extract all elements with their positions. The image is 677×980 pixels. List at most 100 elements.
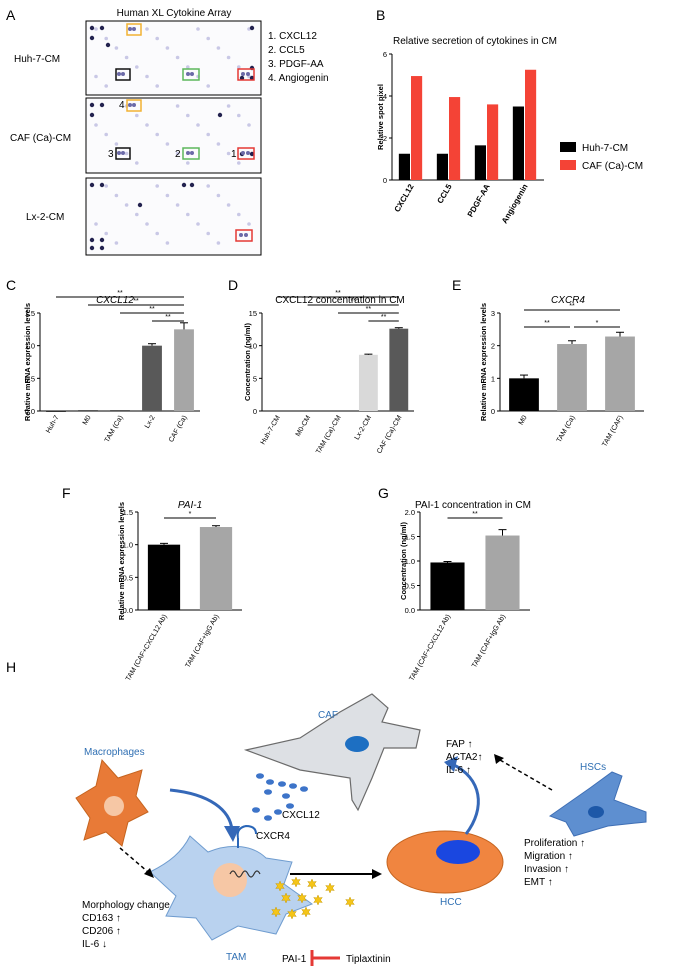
y-tick-label: 15 [249,309,257,318]
box-pdgf-caf [115,147,131,160]
category-label: Angiogenin [500,182,530,225]
y-axis-label: Relative mRNA expression levels [117,502,126,620]
chart-title: PAI-1 [178,500,202,511]
highlight-spot [186,151,190,155]
y-tick-label: 10 [249,342,257,351]
hcc-effect-3: Invasion ↑ [524,864,569,875]
array-spot-faint [226,55,231,60]
category-label: TAM (CAF+IgG Ab) [184,614,220,670]
array-spot-faint [155,84,159,88]
array-spot [249,75,255,81]
highlight-spot [132,103,136,107]
y-tick-label: 0.5 [405,582,415,591]
category-label: CXCL12 [393,182,416,214]
array-spot [99,102,105,108]
marker-2: 2 [175,149,181,160]
y-tick-label: 0 [253,407,257,416]
highlight-spot [117,72,121,76]
significance-label: ** [366,306,372,313]
row-label-caf: CAF (Ca)-CM [10,133,71,144]
tam-change-4: IL-6 ↓ [82,939,107,950]
pai1-molecules [271,876,355,920]
array-spot [181,182,187,188]
category-label: TAM (CAF+CXCL12 Ab) [408,614,452,683]
array-spot-faint [94,27,98,31]
y-tick-label: 1.5 [405,533,415,542]
bar [509,378,539,411]
bar [525,69,537,180]
significance-label: ** [350,298,356,305]
pai1-star [275,880,285,892]
category-label: Huh-7-CM [260,414,282,446]
y-axis-label: Relative mRNA expression levels [479,303,488,421]
blot-lx2 [85,177,262,256]
array-spot-faint [196,27,200,31]
array-spot-faint [114,46,119,50]
highlight-spot [128,27,132,31]
highlight-spot [190,151,194,155]
y-tick-label: 0.0 [123,606,133,615]
chart-b: Relative secretion of cytokines in CM 0 2 4… [376,36,643,225]
box-cxcl12-lx2 [235,229,253,242]
legend-swatch [560,142,576,152]
array-spot [249,151,255,157]
array-spot-faint [124,203,129,207]
pai1-star [281,892,291,904]
category-label: CAF (Ca)-CM [376,414,404,455]
array-spot [89,245,95,251]
array-spot-faint [135,113,139,118]
cxcr4-label: CXCR4 [256,831,290,842]
hsc-dashed-arrow [499,759,553,791]
panel-label-e: E [452,277,461,293]
array-spot [99,25,105,31]
panel-label-b: B [376,7,385,23]
hsc-nucleus [588,806,604,818]
array-spot-faint [206,184,210,188]
caf-marker-1: FAP ↑ [446,739,473,750]
panel-label-g: G [378,485,389,501]
category-label: Lx-2-CM [354,414,374,441]
category-label: TAM (CAF+CXCL12 Ab) [125,614,169,683]
y-axis-label: Relative spot pixel [376,84,385,150]
chart-title: CXCR4 [551,295,585,306]
array-spot-faint [196,123,200,127]
macrophage-to-tam-arrow [169,788,234,831]
array-spots [89,25,255,251]
array-spot-faint [237,65,241,69]
array-spot-faint [145,74,149,79]
highlight-spot [246,72,250,76]
row-label-huh7: Huh-7-CM [14,54,60,65]
caf-marker-2: ACTA2↑ [446,752,483,763]
category-label: TAM (Ca) [104,415,125,444]
pai1-star [345,896,355,908]
array-spot-faint [206,132,210,137]
box-angiogenin [126,23,142,36]
category-label: TAM (CAF+IgG Ab) [471,614,507,670]
panel-label-a: A [6,7,16,23]
macrophage-dashed-arrow [119,847,149,873]
significance-label: ** [472,511,478,518]
bar [147,544,181,610]
bar [430,562,465,610]
array-spot-faint [206,231,210,236]
bar [474,145,486,180]
array-spot-faint [175,203,180,207]
pai1-star [297,892,307,904]
tam-change-3: CD206 ↑ [82,926,121,937]
y-tick-label: 0 [491,407,495,416]
y-tick-label: 1.0 [123,541,133,550]
caf-nucleus [345,736,369,752]
array-spot [99,182,105,188]
array-spot-faint [135,161,139,165]
pai1-star [307,878,317,890]
row-label-lx2: Lx-2-CM [26,212,64,223]
bar [398,153,410,180]
array-spot-faint [155,36,159,41]
y-axis-label: Concentration (ng/ml) [399,522,408,600]
category-label: M0 [82,414,93,426]
macrophage-nucleus [104,796,124,816]
marker-3: 3 [108,149,114,160]
